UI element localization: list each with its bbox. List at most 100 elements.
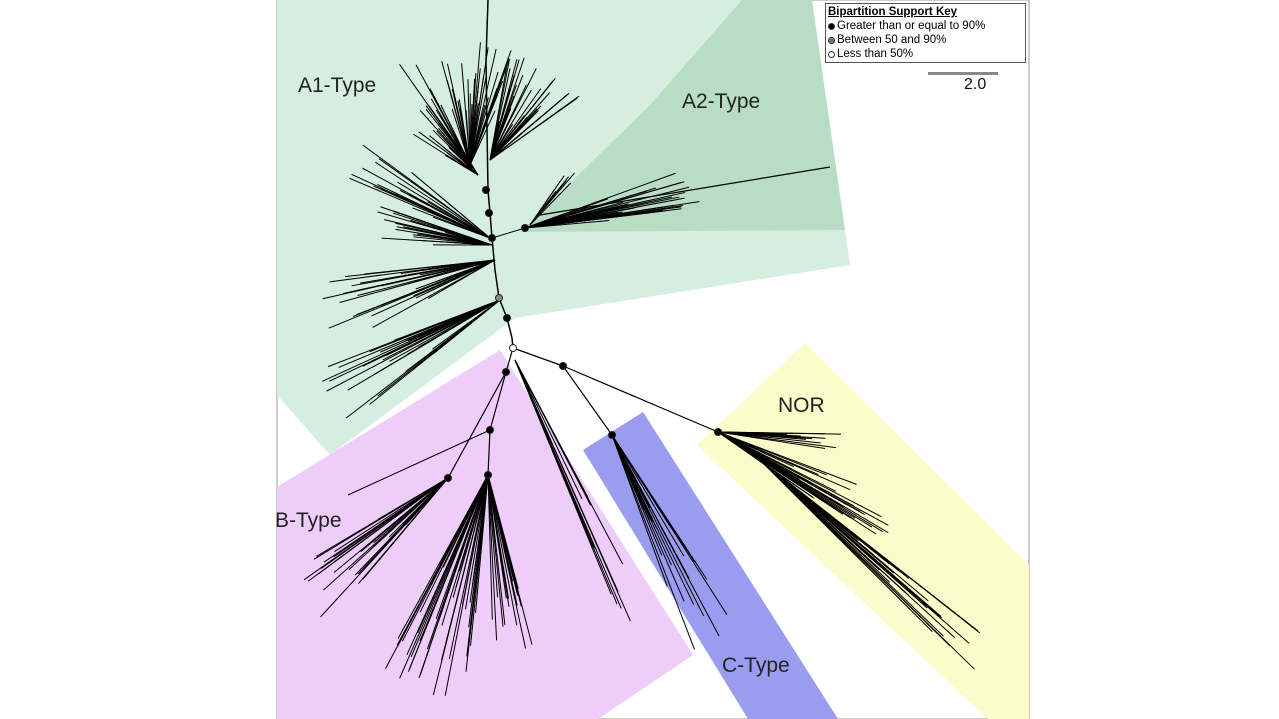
branch	[489, 95, 580, 161]
branch	[357, 259, 496, 296]
branch	[611, 434, 696, 563]
branch	[562, 365, 613, 436]
branch	[717, 431, 857, 485]
branch	[611, 434, 705, 617]
branch	[461, 147, 479, 176]
branch	[437, 194, 491, 239]
support-node	[488, 234, 496, 242]
branch	[447, 371, 507, 479]
branch	[384, 259, 496, 286]
branch	[352, 259, 496, 318]
branch	[375, 161, 491, 239]
branch	[362, 477, 449, 580]
support-node	[485, 209, 493, 217]
branch	[351, 173, 491, 239]
branch	[348, 477, 449, 571]
clade-region-a2	[520, 0, 845, 232]
branch	[562, 365, 719, 433]
branch	[529, 182, 571, 226]
support-node	[714, 428, 722, 436]
branch	[362, 167, 491, 239]
branch	[759, 459, 929, 602]
branch	[512, 347, 564, 367]
branch	[487, 474, 518, 626]
branch	[444, 474, 489, 696]
branch	[397, 474, 489, 639]
branch	[362, 299, 501, 367]
branch	[717, 431, 873, 528]
support-node	[482, 186, 490, 194]
branch	[487, 474, 498, 641]
branch	[514, 359, 583, 500]
branch	[489, 80, 554, 161]
branch	[334, 477, 449, 553]
branch	[491, 227, 526, 239]
branch	[378, 158, 491, 239]
branch	[717, 431, 837, 492]
legend-item: Between 50 and 90%	[828, 33, 1023, 47]
support-node	[503, 314, 511, 322]
branch	[539, 166, 831, 216]
branch	[524, 198, 609, 229]
branch	[428, 259, 496, 270]
support-node	[486, 426, 494, 434]
clade-label-c: C-Type	[722, 654, 790, 677]
branch	[465, 474, 489, 610]
branch	[487, 474, 515, 581]
branch	[489, 124, 514, 161]
branch	[611, 434, 695, 650]
branch	[441, 474, 489, 661]
scale-bar	[928, 72, 998, 75]
support-node	[495, 294, 503, 302]
branch	[419, 474, 489, 642]
clade-label-nor: NOR	[778, 394, 825, 417]
branch	[394, 299, 501, 341]
branch	[413, 259, 496, 297]
dot-icon	[828, 36, 835, 44]
branch	[611, 434, 663, 556]
branch	[489, 101, 511, 161]
branch	[717, 431, 852, 519]
clade-label-a1: A1-Type	[298, 74, 376, 97]
support-node	[444, 474, 452, 482]
branch	[469, 78, 476, 166]
branch	[410, 219, 493, 246]
branch	[425, 108, 479, 176]
branch	[491, 237, 496, 271]
branch	[372, 259, 496, 328]
branch	[759, 459, 956, 639]
branch	[489, 212, 493, 239]
branch	[529, 194, 555, 226]
clade-label-b: B-Type	[275, 509, 342, 532]
branch	[468, 474, 489, 628]
branch	[717, 431, 794, 435]
branch	[316, 477, 449, 557]
branch	[611, 434, 668, 587]
branch	[489, 88, 542, 161]
branch	[529, 175, 565, 226]
branch	[432, 216, 491, 239]
branch	[419, 474, 489, 676]
branch	[396, 226, 493, 246]
branch	[514, 359, 631, 622]
branch	[417, 474, 489, 634]
branch	[419, 110, 479, 176]
support-node	[608, 431, 616, 439]
branch	[351, 259, 496, 287]
support-nodes	[444, 186, 722, 482]
branch	[487, 474, 493, 620]
dot-icon	[828, 50, 835, 58]
branch	[429, 299, 501, 357]
branch	[347, 429, 491, 496]
branch	[441, 474, 489, 626]
branch	[759, 459, 979, 632]
branch	[360, 477, 449, 553]
clade-region-b	[277, 350, 693, 719]
support-node	[502, 368, 510, 376]
branch	[487, 474, 504, 627]
branch	[524, 190, 648, 229]
branch	[469, 110, 496, 166]
branch	[524, 208, 682, 229]
branch	[469, 71, 499, 166]
branch	[717, 431, 819, 476]
